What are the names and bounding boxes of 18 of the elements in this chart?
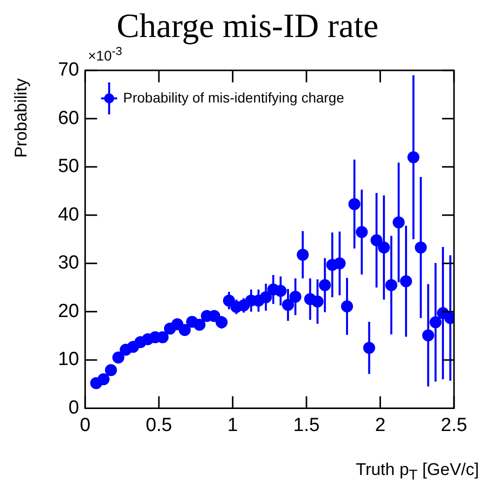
- x-tick-label: 2: [374, 414, 386, 436]
- x-tick-label: 1: [227, 414, 238, 436]
- y-tick-label: 20: [58, 300, 80, 322]
- y-tick-label: 60: [58, 108, 80, 129]
- y-tick-label: 50: [58, 156, 80, 178]
- x-tick-label: 1.5: [293, 414, 320, 436]
- y-axis-title: Probability: [12, 78, 32, 158]
- x-tick-label: 2.5: [440, 414, 468, 436]
- x-tick-label: 0.5: [146, 414, 172, 436]
- chart-title: Charge mis-ID rate: [116, 8, 380, 46]
- y-tick-label: 70: [58, 60, 80, 81]
- y-tick-label: 10: [58, 349, 80, 370]
- y-tick-label: 0: [68, 397, 80, 418]
- text: ×10$^{-3}$: [88, 45, 122, 64]
- x-axis-title: Truth p$_{T}$ [GeV/c]: [356, 460, 479, 484]
- legend-label: Probability of mis-identifying charge: [123, 89, 344, 106]
- y-tick-label: 30: [58, 252, 80, 274]
- y-tick-label: 40: [58, 204, 80, 226]
